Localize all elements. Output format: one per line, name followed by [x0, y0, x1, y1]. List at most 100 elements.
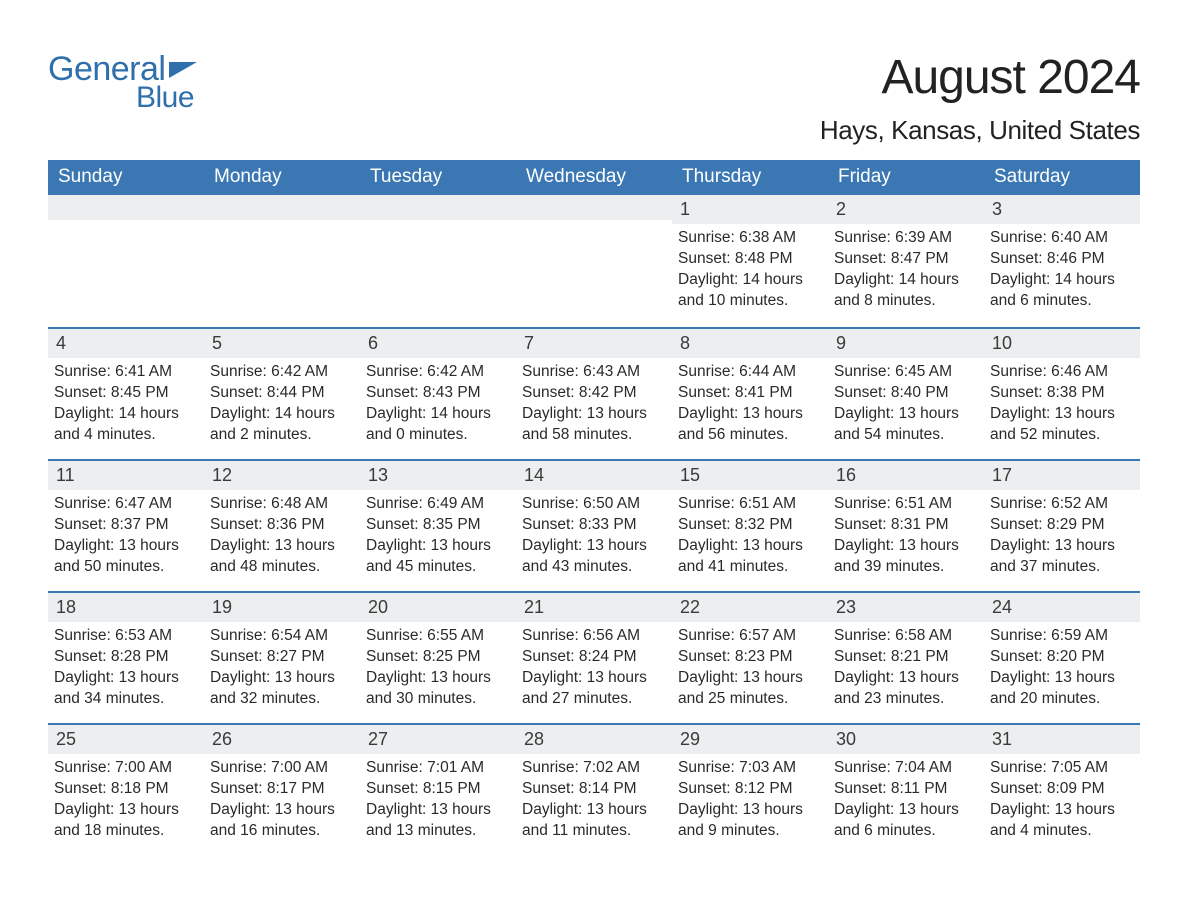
sunset-text: Sunset: 8:31 PM — [834, 515, 978, 536]
week-row: 11Sunrise: 6:47 AMSunset: 8:37 PMDayligh… — [48, 459, 1140, 591]
daylight-text: Daylight: 13 hours and 54 minutes. — [834, 404, 978, 446]
day-cell — [360, 195, 516, 327]
daylight-text: Daylight: 13 hours and 9 minutes. — [678, 800, 822, 842]
sunrise-text: Sunrise: 7:01 AM — [366, 758, 510, 779]
day-number: 10 — [984, 329, 1140, 358]
daylight-text: Daylight: 14 hours and 8 minutes. — [834, 270, 978, 312]
day-cell — [204, 195, 360, 327]
daylight-text: Daylight: 13 hours and 34 minutes. — [54, 668, 198, 710]
day-cell: 15 Sunrise: 6:51 AMSunset: 8:32 PMDayligh… — [672, 461, 828, 591]
day-cell: 7Sunrise: 6:43 AMSunset: 8:42 PMDaylight… — [516, 329, 672, 459]
sunrise-text: Sunrise: 6:39 AM — [834, 228, 978, 249]
day-number — [516, 195, 672, 220]
day-number: 28 — [516, 725, 672, 754]
day-cell: 25Sunrise: 7:00 AMSunset: 8:18 PMDayligh… — [48, 725, 204, 855]
sunrise-text: Sunrise: 7:00 AM — [210, 758, 354, 779]
day-number — [48, 195, 204, 220]
sunset-text: Sunset: 8:21 PM — [834, 647, 978, 668]
day-cell: 8Sunrise: 6:44 AMSunset: 8:41 PMDaylight… — [672, 329, 828, 459]
day-cell: 13Sunrise: 6:49 AMSunset: 8:35 PMDayligh… — [360, 461, 516, 591]
sunset-text: Sunset: 8:38 PM — [990, 383, 1134, 404]
sunrise-text: Sunrise: 6:47 AM — [54, 494, 198, 515]
weekday-header-row: SundayMondayTuesdayWednesdayThursdayFrid… — [48, 160, 1140, 195]
brand-logo: General Blue — [48, 50, 197, 115]
sunset-text: Sunset: 8:17 PM — [210, 779, 354, 800]
day-number: 30 — [828, 725, 984, 754]
sunset-text: Sunset: 8:09 PM — [990, 779, 1134, 800]
sunset-text: Sunset: 8:11 PM — [834, 779, 978, 800]
day-cell: 12Sunrise: 6:48 AMSunset: 8:36 PMDayligh… — [204, 461, 360, 591]
sunset-text: Sunset: 8:14 PM — [522, 779, 666, 800]
day-number: 15 — [672, 461, 828, 490]
sunrise-text: Sunrise: 6:51 AM — [834, 494, 978, 515]
day-cell: 19Sunrise: 6:54 AMSunset: 8:27 PMDayligh… — [204, 593, 360, 723]
sunrise-text: Sunrise: 7:04 AM — [834, 758, 978, 779]
brand-triangle-icon — [169, 62, 197, 78]
daylight-text: Daylight: 13 hours and 20 minutes. — [990, 668, 1134, 710]
daylight-text: Daylight: 14 hours and 0 minutes. — [366, 404, 510, 446]
sunset-text: Sunset: 8:37 PM — [54, 515, 198, 536]
header-region: General Blue August 2024 Hays, Kansas, U… — [48, 50, 1140, 146]
sunrise-text: Sunrise: 6:42 AM — [210, 362, 354, 383]
day-number: 31 — [984, 725, 1140, 754]
day-number: 26 — [204, 725, 360, 754]
day-number: 12 — [204, 461, 360, 490]
sunrise-text: Sunrise: 6:44 AM — [678, 362, 822, 383]
day-cell: 22Sunrise: 6:57 AMSunset: 8:23 PMDayligh… — [672, 593, 828, 723]
day-number: 6 — [360, 329, 516, 358]
sunrise-text: Sunrise: 7:03 AM — [678, 758, 822, 779]
day-cell: 3Sunrise: 6:40 AMSunset: 8:46 PMDaylight… — [984, 195, 1140, 327]
location-subtitle: Hays, Kansas, United States — [820, 115, 1140, 146]
sunrise-text: Sunrise: 6:55 AM — [366, 626, 510, 647]
daylight-text: Daylight: 13 hours and 43 minutes. — [522, 536, 666, 578]
sunset-text: Sunset: 8:35 PM — [366, 515, 510, 536]
daylight-text: Daylight: 13 hours and 48 minutes. — [210, 536, 354, 578]
sunrise-text: Sunrise: 6:42 AM — [366, 362, 510, 383]
weekday-header-cell: Saturday — [984, 160, 1140, 195]
day-cell: 27Sunrise: 7:01 AMSunset: 8:15 PMDayligh… — [360, 725, 516, 855]
sunrise-text: Sunrise: 7:02 AM — [522, 758, 666, 779]
daylight-text: Daylight: 13 hours and 56 minutes. — [678, 404, 822, 446]
sunrise-text: Sunrise: 6:51 AM — [678, 494, 822, 515]
weekday-header-cell: Tuesday — [360, 160, 516, 195]
sunrise-text: Sunrise: 6:49 AM — [366, 494, 510, 515]
daylight-text: Daylight: 14 hours and 2 minutes. — [210, 404, 354, 446]
day-number — [360, 195, 516, 220]
day-number: 22 — [672, 593, 828, 622]
sunset-text: Sunset: 8:27 PM — [210, 647, 354, 668]
sunset-text: Sunset: 8:32 PM — [678, 515, 822, 536]
sunset-text: Sunset: 8:40 PM — [834, 383, 978, 404]
day-cell: 24Sunrise: 6:59 AMSunset: 8:20 PMDayligh… — [984, 593, 1140, 723]
brand-text-2: Blue — [136, 81, 197, 115]
daylight-text: Daylight: 13 hours and 50 minutes. — [54, 536, 198, 578]
sunrise-text: Sunrise: 6:41 AM — [54, 362, 198, 383]
daylight-text: Daylight: 14 hours and 4 minutes. — [54, 404, 198, 446]
day-cell: 30Sunrise: 7:04 AMSunset: 8:11 PMDayligh… — [828, 725, 984, 855]
sunset-text: Sunset: 8:20 PM — [990, 647, 1134, 668]
sunset-text: Sunset: 8:24 PM — [522, 647, 666, 668]
day-number: 9 — [828, 329, 984, 358]
daylight-text: Daylight: 14 hours and 6 minutes. — [990, 270, 1134, 312]
weekday-header-cell: Wednesday — [516, 160, 672, 195]
day-number: 23 — [828, 593, 984, 622]
day-cell: 6Sunrise: 6:42 AMSunset: 8:43 PMDaylight… — [360, 329, 516, 459]
daylight-text: Daylight: 13 hours and 11 minutes. — [522, 800, 666, 842]
month-title: August 2024 — [820, 50, 1140, 105]
day-cell: 2Sunrise: 6:39 AMSunset: 8:47 PMDaylight… — [828, 195, 984, 327]
sunrise-text: Sunrise: 7:05 AM — [990, 758, 1134, 779]
weekday-header-cell: Monday — [204, 160, 360, 195]
sunrise-text: Sunrise: 6:58 AM — [834, 626, 978, 647]
day-number: 20 — [360, 593, 516, 622]
day-number: 7 — [516, 329, 672, 358]
sunrise-text: Sunrise: 6:38 AM — [678, 228, 822, 249]
day-number: 14 — [516, 461, 672, 490]
day-number: 11 — [48, 461, 204, 490]
sunset-text: Sunset: 8:33 PM — [522, 515, 666, 536]
day-number: 3 — [984, 195, 1140, 224]
weekday-header-cell: Thursday — [672, 160, 828, 195]
daylight-text: Daylight: 13 hours and 27 minutes. — [522, 668, 666, 710]
day-number: 1 — [672, 195, 828, 224]
day-cell — [48, 195, 204, 327]
weekday-header-cell: Sunday — [48, 160, 204, 195]
daylight-text: Daylight: 13 hours and 41 minutes. — [678, 536, 822, 578]
